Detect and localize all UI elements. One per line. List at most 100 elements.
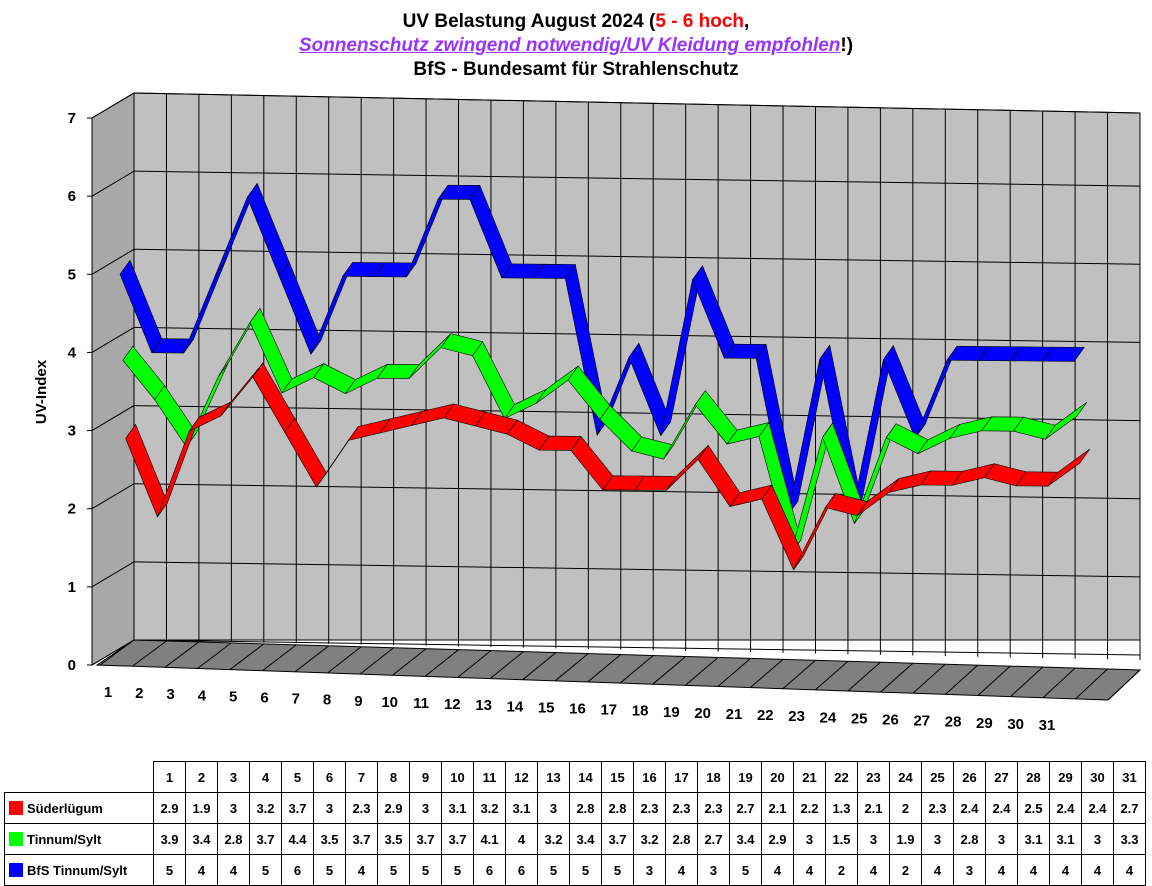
title-suffix: , <box>744 11 750 32</box>
floor-line <box>197 642 232 669</box>
grid-diag <box>91 639 135 666</box>
chart-title: UV Belastung August 2024 (5 - 6 hoch, So… <box>0 10 1152 82</box>
table-cell: 3.7 <box>345 823 378 855</box>
table-cell: 3 <box>537 792 570 824</box>
x-tick-label: 20 <box>694 705 711 722</box>
floor-line <box>392 648 427 676</box>
table-cell: 2.3 <box>345 792 378 824</box>
table-cell: 3.1 <box>441 792 474 824</box>
table-day-header: 15 <box>601 761 634 793</box>
table-day-header: 21 <box>793 761 826 793</box>
floor-line <box>327 646 362 674</box>
floor-line <box>294 645 330 673</box>
table-cell: 3 <box>857 823 890 855</box>
table-cell: 3.4 <box>185 823 218 855</box>
table-cell: 4 <box>665 854 698 886</box>
table-cell: 2.8 <box>601 792 634 824</box>
x-tick-label: 25 <box>851 710 868 727</box>
grid-hline <box>133 561 1141 578</box>
x-tick-label: 5 <box>229 688 237 705</box>
table-cell: 1.9 <box>185 792 218 824</box>
table-cell: 1.9 <box>889 823 922 855</box>
table-cell: 3.2 <box>633 823 666 855</box>
table-cell: 3.4 <box>569 823 602 855</box>
table-cell: 3.1 <box>1017 823 1050 855</box>
floor-line <box>554 653 589 682</box>
table-cell: 6 <box>505 854 538 886</box>
table-day-header: 19 <box>729 761 762 793</box>
x-tick-label: 6 <box>260 690 268 707</box>
table-day-header: 29 <box>1049 761 1082 793</box>
floor-line <box>457 650 492 678</box>
x-tick-label: 28 <box>945 714 962 731</box>
x-tick-label: 17 <box>600 702 617 719</box>
floor-line <box>619 655 654 684</box>
table-day-header: 1 <box>153 761 186 793</box>
table-day-header: 14 <box>569 761 602 793</box>
floor-line <box>587 654 622 683</box>
x-tick-label: 16 <box>569 701 586 718</box>
legend-swatch <box>9 800 23 815</box>
sun-protection-link[interactable]: Sonnenschutz zwingend notwendig/UV Kleid… <box>298 35 841 56</box>
table-cell: 5 <box>153 854 186 886</box>
floor-line <box>262 644 297 672</box>
table-cell: 1.5 <box>825 823 858 855</box>
table-cell: 4 <box>921 854 954 886</box>
table-row: Süderlügum 2.9 1.9 3 3.2 3.7 3 2.3 2.9 3 3.1 3.2 3.1… <box>4 792 1146 824</box>
x-tick-label: 27 <box>913 713 930 730</box>
x-tick-label: 7 <box>292 691 300 708</box>
table-cell: 3.1 <box>505 792 538 824</box>
table-cell: 3 <box>697 854 730 886</box>
floor-line <box>815 660 849 691</box>
y-tick-label: 0 <box>68 657 76 674</box>
x-tick-label: 9 <box>354 693 362 710</box>
table-cell: 3.2 <box>473 792 506 824</box>
table-cell: 2.8 <box>665 823 698 855</box>
grid-diag <box>91 561 135 588</box>
grid-hline <box>133 92 1141 114</box>
table-cell: 4 <box>857 854 890 886</box>
table-day-header: 7 <box>345 761 378 793</box>
table-cell: 4 <box>1113 854 1146 886</box>
x-tick-label: 19 <box>663 704 680 721</box>
table-cell: 3.7 <box>281 792 314 824</box>
floor-line <box>359 647 394 675</box>
table-cell: 2.4 <box>1049 792 1082 824</box>
table-day-header: 30 <box>1081 761 1114 793</box>
x-tick-label: 21 <box>726 706 743 723</box>
x-tick-label: 18 <box>632 703 649 720</box>
table-day-header: 12 <box>505 761 538 793</box>
table-cell: 2.3 <box>697 792 730 824</box>
title-prefix: UV Belastung August 2024 ( <box>402 11 656 32</box>
table-row: Tinnum/Sylt 3.9 3.4 2.8 3.7 4.4 3.5 3.7 3.5 3.7 3.… <box>4 823 1146 855</box>
table-day-header: 16 <box>633 761 666 793</box>
y-tick-label: 2 <box>68 501 76 518</box>
table-cell: 3 <box>633 854 666 886</box>
x-tick-label: 13 <box>475 697 492 714</box>
table-cell: 4 <box>1049 854 1082 886</box>
table-day-header: 28 <box>1017 761 1050 793</box>
x-tick-label: 24 <box>820 709 837 726</box>
table-cell: 3.5 <box>377 823 410 855</box>
table-cell: 2.1 <box>857 792 890 824</box>
table-cell: 2.5 <box>1017 792 1050 824</box>
table-cell: 5 <box>441 854 474 886</box>
table-cell: 4 <box>505 823 538 855</box>
grid-hline <box>133 483 1141 500</box>
table-cell: 2.4 <box>953 792 986 824</box>
floor-line <box>684 657 719 686</box>
ribbon-1-segment <box>1044 401 1088 440</box>
grid-diag <box>91 170 135 197</box>
table-cell: 4 <box>761 854 794 886</box>
table-cell: 2.8 <box>569 792 602 824</box>
table-day-header: 20 <box>761 761 794 793</box>
legend-entry: BfS Tinnum/Sylt <box>4 854 154 886</box>
table-cell: 2 <box>889 854 922 886</box>
x-tick-label: 12 <box>444 696 461 713</box>
table-cell: 2.7 <box>729 792 762 824</box>
x-tick-label: 30 <box>1007 716 1024 733</box>
grid-diag <box>91 248 135 275</box>
table-cell: 6 <box>281 854 314 886</box>
table-cell: 3 <box>953 854 986 886</box>
legend-swatch <box>9 831 23 846</box>
